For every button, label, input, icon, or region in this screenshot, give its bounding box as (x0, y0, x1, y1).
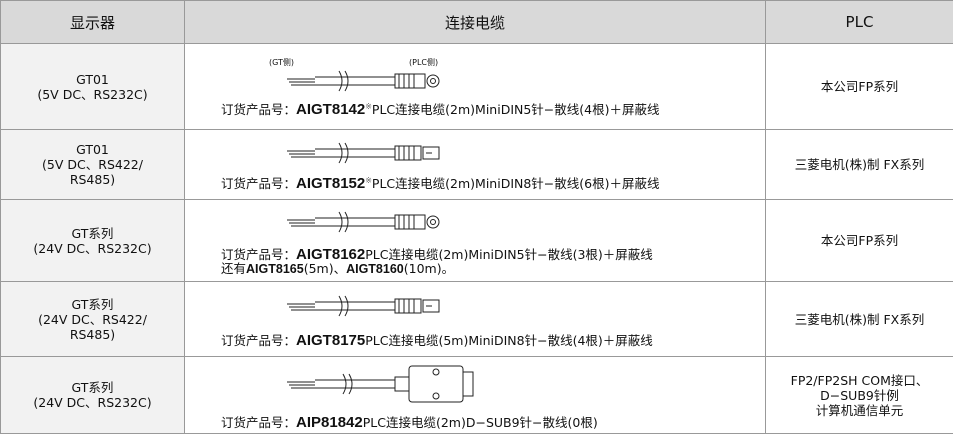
order-prefix: 订货产品号： (221, 415, 296, 430)
cable-cell: 订货产品号：AIGT8175PLC连接电缆(5m)MiniDIN8针−散线(4根… (185, 282, 766, 357)
line: 本公司FP系列 (766, 79, 953, 94)
header-cell: PLC (766, 1, 953, 44)
line: 本公司FP系列 (766, 233, 953, 248)
plc-cell: 三菱电机(株)制 FX系列 (766, 282, 953, 357)
order-extra: 还有AIGT8165(5m)、AIGT8160(10m)。 (221, 262, 765, 276)
cable-cell: 订货产品号：AIGT8162PLC连接电缆(2m)MiniDIN5针−散线(3根… (185, 200, 766, 282)
cable-icon (269, 360, 529, 408)
order-prefix: 订货产品号： (221, 176, 296, 191)
cable-icon (269, 55, 489, 97)
model: AIGT8175 (296, 332, 365, 349)
line: D−SUB9针例 (766, 388, 953, 403)
cable-cell: 订货产品号：AIGT8152※PLC连接电缆(2m)MiniDIN8针−散线(6… (185, 130, 766, 200)
order-line: 订货产品号：AIP81842PLC连接电缆(2m)D−SUB9针−散线(0根) (221, 412, 765, 431)
model: AIGT8152 (296, 175, 365, 192)
row: GT01(5V DC、RS232C) (GT侧) (PLC侧) 订货产品号：AI… (1, 44, 953, 130)
line: (24V DC、RS422/ (1, 312, 184, 327)
line: RS485) (1, 327, 184, 342)
description: PLC连接电缆(2m)MiniDIN5针−散线(3根)＋屏蔽线 (365, 247, 653, 262)
line: GT系列 (1, 226, 184, 241)
description: PLC连接电缆(2m)MiniDIN5针−散线(4根)＋屏蔽线 (372, 102, 660, 117)
model: AIGT8160 (346, 262, 404, 276)
plc-cell: FP2/FP2SH COM接口、D−SUB9针例计算机通信单元 (766, 357, 953, 434)
line: (24V DC、RS232C) (1, 241, 184, 256)
order-prefix: 订货产品号： (221, 102, 296, 117)
order-line: 订货产品号：AIGT8152※PLC连接电缆(2m)MiniDIN8针−散线(6… (221, 173, 765, 192)
display-cell: GT系列(24V DC、RS422/RS485) (1, 282, 185, 357)
line: (5V DC、RS422/ (1, 157, 184, 172)
line: 三菱电机(株)制 FX系列 (766, 312, 953, 327)
row: GT01(5V DC、RS422/RS485) 订货产品号：AIGT8152※P… (1, 130, 953, 200)
cable-cell: (GT侧) (PLC侧) 订货产品号：AIGT8142※PLC连接电缆(2m)M… (185, 44, 766, 130)
plc-cell: 本公司FP系列 (766, 200, 953, 282)
line: (24V DC、RS232C) (1, 395, 184, 410)
line: GT01 (1, 142, 184, 157)
text: 还有 (221, 261, 246, 276)
order-line: 订货产品号：AIGT8142※PLC连接电缆(2m)MiniDIN5针−散线(4… (221, 99, 765, 118)
text: (10m)。 (404, 261, 454, 276)
cable-cell: 订货产品号：AIP81842PLC连接电缆(2m)D−SUB9针−散线(0根) (185, 357, 766, 434)
model: AIGT8142 (296, 101, 365, 118)
note: ※ (365, 176, 372, 185)
description: PLC连接电缆(2m)D−SUB9针−散线(0根) (363, 415, 598, 430)
model: AIP81842 (296, 414, 363, 431)
order-line: 订货产品号：AIGT8162PLC连接电缆(2m)MiniDIN5针−散线(3根… (221, 248, 765, 262)
line: (5V DC、RS232C) (1, 87, 184, 102)
model: AIGT8165 (246, 262, 304, 276)
display-cell: GT01(5V DC、RS232C) (1, 44, 185, 130)
description: PLC连接电缆(2m)MiniDIN8针−散线(6根)＋屏蔽线 (372, 176, 660, 191)
plc-cell: 三菱电机(株)制 FX系列 (766, 130, 953, 200)
note: ※ (365, 102, 372, 111)
header-row: 显示器 连接电缆 PLC (1, 1, 953, 44)
description: PLC连接电缆(5m)MiniDIN8针−散线(4根)＋屏蔽线 (365, 333, 653, 348)
cable-drawing: (GT侧) (PLC侧) (269, 55, 489, 97)
row: GT系列(24V DC、RS232C) 订货产品号：AIP81842PLC连接电… (1, 357, 953, 434)
plc-cell: 本公司FP系列 (766, 44, 953, 130)
cable-icon (269, 137, 489, 167)
order-prefix: 订货产品号： (221, 333, 296, 348)
order-prefix: 订货产品号： (221, 247, 296, 262)
side-label: (GT侧) (269, 57, 294, 68)
line: 计算机通信单元 (766, 403, 953, 418)
cable-icon (269, 290, 489, 320)
row: GT系列(24V DC、RS232C) 订货产品号：AIGT8162PLC连接电… (1, 200, 953, 282)
line: 三菱电机(株)制 FX系列 (766, 157, 953, 172)
row: GT系列(24V DC、RS422/RS485) 订货产品号：AIGT8175P… (1, 282, 953, 357)
display-cell: GT系列(24V DC、RS232C) (1, 357, 185, 434)
header-cell: 连接电缆 (185, 1, 766, 44)
display-cell: GT01(5V DC、RS422/RS485) (1, 130, 185, 200)
side-label: (PLC侧) (409, 57, 438, 68)
line: FP2/FP2SH COM接口、 (766, 373, 953, 388)
header-cell: 显示器 (1, 1, 185, 44)
cable-icon (269, 206, 489, 236)
line: GT系列 (1, 297, 184, 312)
line: GT系列 (1, 380, 184, 395)
line: RS485) (1, 172, 184, 187)
text: (5m)、 (304, 261, 346, 276)
display-cell: GT系列(24V DC、RS232C) (1, 200, 185, 282)
order-line: 订货产品号：AIGT8175PLC连接电缆(5m)MiniDIN8针−散线(4根… (221, 330, 765, 349)
line: GT01 (1, 72, 184, 87)
